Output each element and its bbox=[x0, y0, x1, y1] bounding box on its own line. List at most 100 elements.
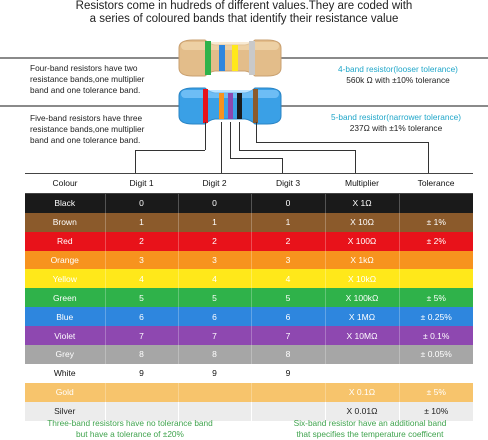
resistor-4band-band-3 bbox=[232, 45, 238, 71]
header-digit-2: Digit 2 bbox=[178, 173, 251, 194]
header-digit-3: Digit 3 bbox=[251, 173, 325, 194]
note-4band-title: 4-band resistor(looser tolerance) bbox=[338, 64, 458, 74]
cell-multiplier: X 1kΩ bbox=[324, 250, 399, 270]
note-5band-title: 5-band resistor(narrower tolerance) bbox=[330, 112, 462, 122]
resistor-5band bbox=[175, 86, 285, 126]
cell-digit-2: 9 bbox=[177, 363, 251, 383]
cell-tolerance: ± 5% bbox=[398, 382, 473, 402]
cell-colour: Grey bbox=[25, 345, 105, 364]
resistor-4band-band-1 bbox=[205, 41, 211, 75]
table-row: Gold X 0.1Ω ± 5% bbox=[25, 382, 473, 402]
cell-digit-3 bbox=[250, 382, 325, 402]
cell-multiplier: X 10kΩ bbox=[324, 269, 399, 289]
cell-digit-2 bbox=[177, 382, 251, 402]
note-4band-value: 560k Ω with ±10% tolerance bbox=[346, 75, 450, 85]
resistor-4band-band-2 bbox=[219, 45, 225, 71]
cell-multiplier: X 1Ω bbox=[324, 193, 399, 213]
leader-line-multiplier bbox=[239, 122, 240, 150]
cell-colour: Blue bbox=[25, 307, 105, 327]
cell-tolerance: ± 2% bbox=[398, 231, 473, 251]
leader-line-digit3 bbox=[282, 158, 283, 174]
title-line-1: Resistors come in hudreds of different v… bbox=[75, 0, 413, 12]
footnote-line: that specifies the temperature coefficen… bbox=[296, 429, 444, 439]
cell-digit-1: 4 bbox=[104, 269, 178, 289]
table-row: Yellow 4 4 4 X 10kΩ bbox=[25, 269, 473, 289]
cell-tolerance: ± 10% bbox=[398, 401, 473, 421]
cell-digit-2: 4 bbox=[177, 269, 251, 289]
cell-digit-1: 5 bbox=[104, 288, 178, 308]
leader-line-digit1 bbox=[205, 122, 206, 150]
cell-digit-3: 9 bbox=[250, 363, 325, 383]
cell-digit-3: 0 bbox=[250, 193, 325, 213]
table-row: Silver X 0.01Ω ± 10% bbox=[25, 401, 473, 421]
cell-digit-3: 5 bbox=[250, 288, 325, 308]
cell-digit-2: 0 bbox=[177, 193, 251, 213]
cell-colour: Gold bbox=[25, 382, 105, 402]
cell-colour: Violet bbox=[25, 326, 105, 346]
resistor-4band-body bbox=[178, 39, 282, 77]
cell-multiplier: X 0.1Ω bbox=[324, 382, 399, 402]
footnote-line: Six-band resistor have an additional ban… bbox=[293, 418, 447, 428]
table-row: Grey 8 8 8 ± 0.05% bbox=[25, 345, 473, 364]
cell-multiplier bbox=[324, 345, 399, 364]
cell-digit-1: 0 bbox=[104, 193, 178, 213]
cell-digit-3: 3 bbox=[250, 250, 325, 270]
cell-colour: Yellow bbox=[25, 269, 105, 289]
resistor-5band-band-3 bbox=[228, 93, 233, 119]
cell-digit-1 bbox=[104, 382, 178, 402]
cell-tolerance: ± 5% bbox=[398, 288, 473, 308]
resistor-5band-band-5 bbox=[253, 89, 258, 123]
resistor-4band-band-4 bbox=[249, 41, 255, 75]
note-4band-right: 4-band resistor(looser tolerance) 560k Ω… bbox=[318, 64, 478, 86]
table-row: Blue 6 6 6 X 1MΩ ± 0.25% bbox=[25, 307, 473, 327]
cell-tolerance: ± 1% bbox=[398, 212, 473, 232]
cell-digit-3 bbox=[250, 401, 325, 421]
cell-digit-1: 7 bbox=[104, 326, 178, 346]
cell-digit-1: 3 bbox=[104, 250, 178, 270]
leader-line-digit1 bbox=[135, 150, 136, 174]
color-code-table-body: Colour Digit 1 Digit 2 Digit 3 Multiplie… bbox=[25, 173, 473, 421]
cell-tolerance: ± 0.1% bbox=[398, 326, 473, 346]
footnote-six-band: Six-band resistor have an additional ban… bbox=[270, 418, 470, 440]
cell-multiplier: X 1MΩ bbox=[324, 307, 399, 327]
cell-multiplier: X 100kΩ bbox=[324, 288, 399, 308]
cell-multiplier: X 100Ω bbox=[324, 231, 399, 251]
leader-line-tolerance bbox=[256, 142, 428, 143]
cell-digit-2: 1 bbox=[177, 212, 251, 232]
cell-colour: Brown bbox=[25, 212, 105, 232]
color-code-table: Colour Digit 1 Digit 2 Digit 3 Multiplie… bbox=[25, 173, 473, 421]
note-line: band and one tolerance band. bbox=[30, 135, 141, 145]
note-line: resistance bands,one multiplier bbox=[30, 124, 145, 134]
note-5band-right: 5-band resistor(narrower tolerance) 237Ω… bbox=[312, 112, 480, 134]
cell-digit-3: 4 bbox=[250, 269, 325, 289]
cell-tolerance bbox=[398, 363, 473, 383]
resistor-5band-band-1 bbox=[203, 89, 208, 123]
leader-line-tolerance bbox=[256, 122, 257, 142]
cell-colour: Silver bbox=[25, 401, 105, 421]
leader-line-tolerance bbox=[428, 142, 429, 174]
table-row: Red 2 2 2 X 100Ω ± 2% bbox=[25, 231, 473, 251]
leader-line-digit3 bbox=[230, 158, 282, 159]
note-line: resistance bands,one multiplier bbox=[30, 74, 145, 84]
leader-line-multiplier bbox=[355, 150, 356, 174]
cell-colour: Red bbox=[25, 231, 105, 251]
cell-digit-1: 1 bbox=[104, 212, 178, 232]
footnote-three-band: Three-band resistors have no tolerance b… bbox=[30, 418, 230, 440]
cell-tolerance bbox=[398, 250, 473, 270]
page-title: Resistors come in hudreds of different v… bbox=[0, 0, 488, 26]
header-digit-1: Digit 1 bbox=[105, 173, 178, 194]
cell-digit-2: 6 bbox=[177, 307, 251, 327]
cell-colour: White bbox=[25, 363, 105, 383]
cell-colour: Green bbox=[25, 288, 105, 308]
leader-line-digit1 bbox=[135, 150, 205, 151]
cell-digit-1: 2 bbox=[104, 231, 178, 251]
cell-digit-2 bbox=[177, 401, 251, 421]
cell-digit-1: 8 bbox=[104, 345, 178, 364]
cell-digit-3: 8 bbox=[250, 345, 325, 364]
leader-line-digit2 bbox=[221, 122, 222, 174]
cell-multiplier: X 10Ω bbox=[324, 212, 399, 232]
note-5band-left: Five-band resistors have three resistanc… bbox=[30, 113, 144, 146]
note-line: band and one tolerance band. bbox=[30, 85, 141, 95]
cell-digit-3: 6 bbox=[250, 307, 325, 327]
header-tolerance: Tolerance bbox=[399, 173, 473, 194]
